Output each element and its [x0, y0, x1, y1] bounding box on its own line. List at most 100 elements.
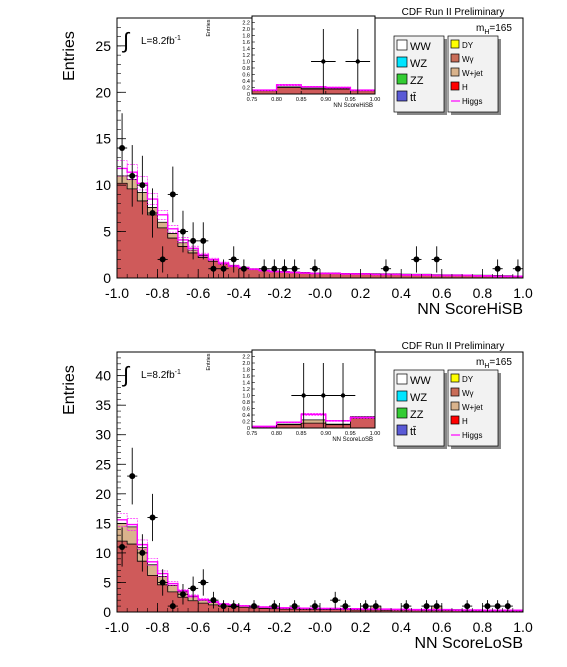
x-tick-label: 0.8 [473, 285, 493, 301]
y-tick-label: 20 [95, 486, 111, 502]
legend-swatch [450, 387, 460, 397]
legend-swatch [396, 390, 408, 402]
legend-label: W+jet [462, 403, 483, 412]
chart-panel-1: -1.0 -0.8 -0.6 -0.4 -0.2 -0.0 0.2 0.4 0.6 0.8 1.00… [61, 7, 533, 318]
y-tick-label: 10 [95, 545, 111, 561]
inset-y-tick-label: 1.8 [242, 34, 250, 40]
inset-x-tick-label: 0.75 [247, 431, 258, 437]
legend-swatch [450, 53, 460, 63]
legend-label: DY [462, 375, 474, 384]
data-point [494, 265, 501, 272]
x-tick-label: 0.8 [473, 619, 493, 635]
data-point [332, 597, 339, 604]
inset-y-tick-label: 0.2 [242, 420, 250, 426]
y-tick-label: 0 [103, 270, 111, 286]
data-point [464, 603, 471, 610]
y-tick-label: 10 [95, 177, 111, 193]
data-point [362, 603, 369, 610]
x-tick-label: -0.8 [146, 619, 170, 635]
data-point [159, 256, 166, 263]
data-point [311, 603, 318, 610]
inset-data-point [301, 393, 306, 398]
inset-data-point [321, 393, 326, 398]
data-point [514, 265, 521, 272]
inset-x-tick-label: 0.85 [296, 97, 307, 103]
data-point [129, 172, 136, 179]
x-tick-label: -0.0 [308, 619, 332, 635]
legend-swatch [396, 39, 408, 51]
data-point [291, 603, 298, 610]
data-point [403, 603, 410, 610]
legend-left: WW WZ ZZ tt̄ [393, 35, 447, 115]
inset-y-tick-label: 0.8 [242, 400, 250, 406]
data-point [139, 182, 146, 189]
x-tick-label: 1.0 [513, 285, 533, 301]
inset-background [252, 16, 375, 94]
legend-right: DY Wγ W+jet H Higgs [447, 369, 501, 449]
y-tick-label: 15 [95, 131, 111, 147]
inset-y-tick-label: 1.4 [242, 381, 250, 387]
inset-higgs-line [252, 84, 375, 91]
inset-higgs-line [252, 413, 375, 428]
y-tick-label: 25 [95, 38, 111, 54]
y-tick-label: 5 [103, 574, 111, 590]
legend-label: ZZ [410, 75, 424, 87]
legend-label: H [462, 417, 468, 426]
data-point [119, 145, 126, 151]
x-tick-label: 0.4 [391, 285, 411, 301]
data-point [271, 603, 278, 610]
inset-y-tick-label: 0.4 [242, 413, 250, 419]
x-tick-label: -0.2 [267, 285, 291, 301]
x-tick-label: 1.0 [513, 619, 533, 635]
inset-y-tick-label: 1.6 [242, 374, 250, 380]
inset-x-tick-label: 0.90 [320, 431, 331, 437]
y-tick-label: 0 [103, 604, 111, 620]
legend-swatch [396, 73, 408, 85]
legend-swatch [450, 39, 460, 49]
x-axis-label: NN ScoreLoSB [415, 635, 524, 652]
inset-y-tick-label: 1.2 [242, 53, 250, 59]
legend-label: WW [410, 375, 431, 387]
legend-label: Higgs [462, 97, 482, 106]
data-point [220, 603, 227, 610]
higgs-mass-label: mH=165 [476, 357, 512, 370]
y-tick-label: 25 [95, 456, 111, 472]
inset-chart: 0.75 0.80 0.85 0.90 0.95 1.00 00.20.40.60.81.0… [206, 15, 380, 109]
data-point [342, 603, 349, 610]
chart-panel-2: -1.0 -0.8 -0.6 -0.4 -0.2 -0.0 0.2 0.4 0.6 0.8 1.00… [61, 341, 533, 652]
data-point [240, 265, 247, 272]
inset-data-point [321, 59, 326, 64]
data-point [281, 265, 288, 272]
legend-left: WW WZ ZZ tt̄ [393, 369, 447, 449]
inset-x-tick-label: 0.75 [247, 97, 258, 103]
data-point [433, 603, 440, 610]
inset-y-tick-label: 1.4 [242, 47, 250, 53]
inset-y-tick-label: 2.0 [242, 27, 250, 33]
legend-label: Wγ [462, 55, 474, 64]
data-point [504, 603, 511, 610]
y-tick-label: 15 [95, 515, 111, 531]
inset-x-axis-label: NN ScoreLoSB [332, 437, 373, 443]
inset-y-tick-label: 0.6 [242, 407, 250, 413]
inset-x-tick-label: 1.00 [370, 431, 381, 437]
background-stack [116, 540, 524, 613]
x-tick-label: -0.2 [267, 619, 291, 635]
integral-symbol: ∫ [121, 28, 131, 53]
data-point [179, 228, 186, 235]
x-tick-label: -0.4 [227, 619, 251, 635]
data-point [271, 265, 278, 272]
chart-title: CDF Run II Preliminary [402, 7, 505, 18]
inset-x-tick-label: 0.80 [271, 431, 282, 437]
legend-swatch [450, 401, 460, 411]
data-point [372, 603, 379, 610]
legend-label: H [462, 83, 468, 92]
legend-swatch [396, 90, 408, 102]
data-point [190, 237, 197, 244]
inset-y-axis-label: Entries [206, 353, 212, 370]
y-tick-label: 40 [95, 368, 111, 384]
data-point [311, 265, 318, 272]
data-point [129, 473, 136, 480]
data-point [382, 265, 389, 272]
legend-label: tt̄ [410, 426, 416, 438]
inset-y-tick-label: 2.2 [242, 21, 250, 27]
